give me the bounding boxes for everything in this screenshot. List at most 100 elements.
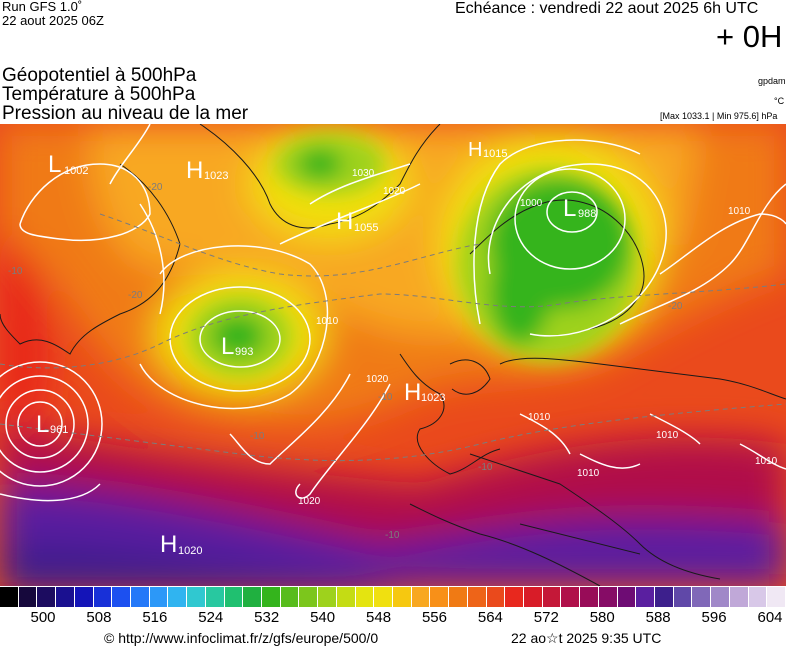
color-scale-swatch	[486, 587, 505, 607]
high-system: H 1020	[160, 531, 202, 558]
color-scale-tick: 540	[310, 609, 336, 626]
isotherms	[0, 213, 786, 462]
color-scale-swatch	[318, 587, 336, 607]
isotherm-label: -20	[148, 182, 163, 193]
forecast-offset: + 0H	[716, 19, 783, 54]
color-scale-tick: 580	[589, 609, 615, 626]
high-system: H 1055	[336, 208, 378, 235]
color-scale-swatch	[655, 587, 673, 607]
color-scale-swatch	[336, 587, 355, 607]
color-scale-swatch	[0, 587, 18, 607]
svg-text:H: H	[160, 531, 177, 558]
isotherm-label: -20	[128, 290, 143, 301]
pressure-range: [Max 1033.1 | Min 975.6] hPa	[660, 111, 778, 121]
color-scale-swatch	[355, 587, 374, 607]
svg-text:L: L	[48, 151, 61, 178]
color-scale-swatch	[149, 587, 168, 607]
svg-text:L: L	[563, 195, 576, 222]
unit-temperature: °C	[774, 96, 785, 106]
color-scale-swatch	[56, 587, 74, 607]
generated-timestamp: 22 ao☆t 2025 9:35 UTC	[511, 630, 662, 646]
color-scale-swatch	[374, 587, 392, 607]
isobar-label: 1000	[520, 198, 543, 209]
color-scale-swatch	[449, 587, 467, 607]
color-scale-swatch	[131, 587, 149, 607]
svg-text:1055: 1055	[354, 222, 378, 234]
color-scale-swatch	[505, 587, 523, 607]
color-scale-swatch	[393, 587, 411, 607]
color-scale-tick: 572	[533, 609, 559, 626]
svg-text:993: 993	[235, 346, 253, 358]
svg-text:H: H	[404, 379, 421, 406]
color-scale-bar	[0, 587, 786, 607]
color-scale-swatch	[18, 587, 37, 607]
color-scale-swatch	[598, 587, 617, 607]
high-system: H 1015	[468, 139, 507, 161]
isobar-label: 1010	[728, 206, 751, 217]
color-scale-tick: 508	[86, 609, 112, 626]
color-scale-tick: 588	[645, 609, 671, 626]
color-scale-swatch	[93, 587, 112, 607]
color-scale-tick: 564	[477, 609, 503, 626]
low-system: L 1002	[48, 151, 88, 178]
svg-text:1015: 1015	[483, 148, 507, 160]
svg-text:H: H	[468, 139, 482, 161]
svg-text:1023: 1023	[204, 170, 228, 182]
color-scale-swatch	[561, 587, 580, 607]
title-pressure: Pression au niveau de la mer	[2, 103, 249, 124]
isobar-label: 1010	[755, 456, 778, 467]
color-scale-tick: 596	[701, 609, 727, 626]
unit-geopotential: gpdam	[758, 76, 786, 86]
title-geopotential: Géopotentiel à 500hPa	[2, 65, 197, 86]
color-scale-swatch	[262, 587, 280, 607]
svg-text:L: L	[36, 411, 49, 438]
isotherm-labels: -20 -20 -20 -10 -10 -10 -10 -10	[8, 182, 683, 541]
isobar-labels: 1000 1010 1020 1030 1010 1020 1010 1010 …	[298, 168, 778, 507]
svg-text:H: H	[336, 208, 353, 235]
color-scale-swatch	[617, 587, 636, 607]
isobar-label: 1020	[383, 186, 406, 197]
isotherm-label: -10	[378, 392, 393, 403]
color-scale-swatch	[74, 587, 93, 607]
color-scale-swatch	[37, 587, 56, 607]
color-scale-tick: 516	[142, 609, 168, 626]
isotherm-label: -10	[478, 462, 493, 473]
color-scale-swatch	[224, 587, 243, 607]
color-scale-swatch	[767, 587, 785, 607]
color-scale-swatch	[243, 587, 261, 607]
low-system: L 993	[221, 333, 253, 360]
source-url: © http://www.infoclimat.fr/z/gfs/europe/…	[104, 630, 379, 646]
isobars	[0, 124, 786, 502]
isotherm-label: -10	[8, 266, 23, 277]
echeance: Echéance : vendredi 22 aout 2025 6h UTC	[455, 0, 759, 17]
isobar-label: 1010	[656, 430, 679, 441]
isobar-label: 1010	[528, 412, 551, 423]
color-scale-swatch	[467, 587, 486, 607]
color-scale-swatch	[430, 587, 449, 607]
color-scale-swatch	[729, 587, 748, 607]
run-label: Run GFS 1.0˚	[2, 0, 83, 14]
svg-text:988: 988	[578, 208, 596, 220]
color-scale-swatch	[692, 587, 711, 607]
color-scale-swatch	[187, 587, 205, 607]
color-scale-swatch	[112, 587, 130, 607]
color-scale-swatch	[748, 587, 767, 607]
color-scale-swatch	[542, 587, 561, 607]
svg-text:1002: 1002	[64, 165, 88, 177]
pressure-systems: L 1002 H 1023 H 1055 H 1015 L 988 L 993 H 1023 …	[36, 139, 596, 558]
svg-text:1023: 1023	[421, 392, 445, 404]
isotherm-label: -20	[668, 301, 683, 312]
isobar-label: 1020	[298, 496, 321, 507]
color-scale-swatch	[411, 587, 430, 607]
high-system: H 1023	[404, 379, 445, 406]
color-scale-swatch	[280, 587, 299, 607]
isobar-label: 1020	[366, 374, 389, 385]
isobar-label: 1030	[352, 168, 375, 179]
color-scale-swatch	[299, 587, 318, 607]
color-scale-tick: 500	[30, 609, 56, 626]
color-scale-tick: 524	[198, 609, 224, 626]
color-scale-swatch	[711, 587, 729, 607]
color-scale-tick: 604	[757, 609, 783, 626]
color-scale-tick: 548	[366, 609, 392, 626]
high-system: H 1023	[186, 157, 228, 184]
